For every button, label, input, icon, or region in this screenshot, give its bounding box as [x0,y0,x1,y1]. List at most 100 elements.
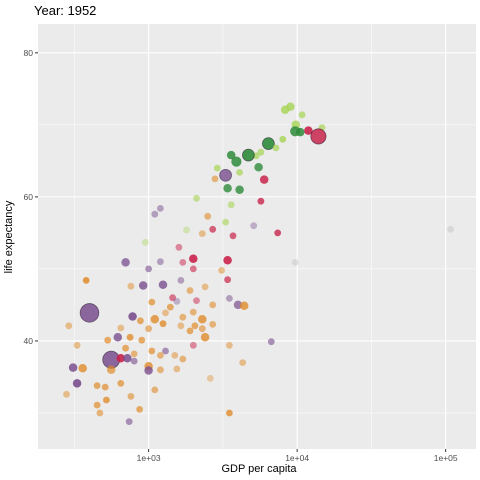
data-point [121,258,130,267]
data-point [138,336,146,344]
data-point [257,148,265,156]
data-point [201,283,209,291]
data-point [259,175,269,184]
data-point [63,390,70,398]
data-point [82,277,90,284]
data-point [173,297,181,305]
data-point [310,128,327,145]
data-point [235,185,244,194]
data-point [141,238,149,246]
data-point [186,327,194,335]
data-point [204,212,212,220]
data-point [304,126,313,135]
data-point [137,317,144,325]
data-point [298,111,306,119]
data-point [226,150,236,160]
data-point [177,322,185,330]
data-point [218,267,226,274]
data-point [227,201,235,209]
data-point [272,144,280,152]
data-point [157,366,164,374]
data-point [175,243,183,251]
data-point [103,396,110,404]
data-point [233,300,243,310]
data-point [127,393,135,400]
data-point [209,225,217,233]
data-point [145,265,153,273]
data-point [162,347,169,355]
data-point [296,127,305,137]
data-point [179,259,187,266]
data-point [198,325,206,333]
data-point [162,309,169,317]
data-point [209,321,217,328]
data-point [101,383,109,391]
data-point [116,353,126,363]
data-points [63,102,454,425]
data-point [148,298,156,306]
data-point [72,379,82,388]
data-point [151,210,159,218]
data-point [229,232,237,240]
x-tick-label: 1e+03 [137,453,161,463]
data-point [65,322,73,330]
data-point [150,315,160,324]
data-point [151,386,159,394]
plot-panel [38,24,476,449]
data-point [242,148,255,162]
data-point [122,344,129,352]
data-point [189,265,197,273]
data-point [447,225,454,233]
data-point [79,303,100,323]
data-point [226,409,233,417]
data-point [159,320,167,328]
data-point [226,341,233,349]
data-point [211,175,219,183]
data-point [128,312,137,321]
data-point [136,406,144,413]
data-point [177,277,185,284]
data-point [78,364,87,373]
data-point [158,280,168,290]
data-point [193,194,200,202]
data-point [189,341,197,349]
data-point [166,303,174,311]
data-point [117,380,125,387]
data-point [130,350,138,358]
data-point [222,218,230,226]
data-point [157,258,164,266]
data-point [138,281,148,290]
data-point [198,315,207,324]
data-point [239,301,249,310]
data-point [257,197,265,205]
data-point [223,256,232,265]
y-axis-title: life expectancy [3,200,15,273]
data-point [104,336,112,344]
data-point [231,156,242,167]
data-point [226,295,233,302]
data-point [68,363,78,372]
data-point [173,365,181,373]
data-point [106,365,116,375]
x-axis-title: GDP per capita [221,463,297,475]
data-point [169,294,177,302]
data-point [191,322,199,330]
data-point [198,230,206,238]
grid-lines [38,24,476,449]
data-point [93,382,101,389]
data-point [254,163,263,172]
data-point [189,308,197,316]
data-point [93,401,101,409]
data-point [213,164,221,172]
data-point [157,205,164,212]
data-point [274,229,282,237]
data-point [123,353,132,363]
data-point [209,301,217,309]
y-tick-label: 40 [24,336,34,346]
data-point [126,333,134,341]
data-point [200,333,210,342]
y-tick-label: 80 [24,48,34,58]
data-point [291,259,299,266]
